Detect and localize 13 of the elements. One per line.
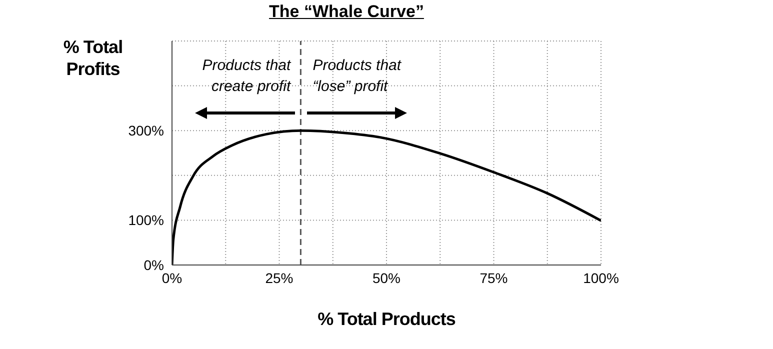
x-tick-label: 25%: [265, 270, 294, 286]
chart-title: The “Whale Curve”: [268, 2, 425, 22]
x-tick-label: 100%: [583, 270, 619, 286]
x-tick-label: 75%: [480, 270, 508, 286]
y-axis-title: % Total Profits: [62, 36, 124, 80]
y-tick-label: 300%: [128, 122, 164, 139]
annotation: Products that “lose” profit: [312, 56, 402, 97]
x-axis-title: % Total Products: [316, 309, 456, 330]
x-tick-label: 0%: [162, 270, 182, 286]
y-tick-label: 0%: [144, 256, 164, 273]
annotation: Products that create profit: [201, 56, 291, 97]
x-tick-label: 50%: [372, 270, 401, 286]
y-tick-label: 100%: [128, 212, 164, 228]
